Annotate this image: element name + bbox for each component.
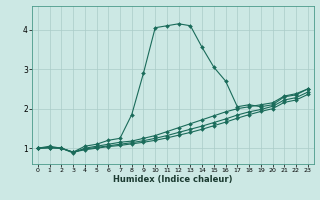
X-axis label: Humidex (Indice chaleur): Humidex (Indice chaleur) xyxy=(113,175,233,184)
